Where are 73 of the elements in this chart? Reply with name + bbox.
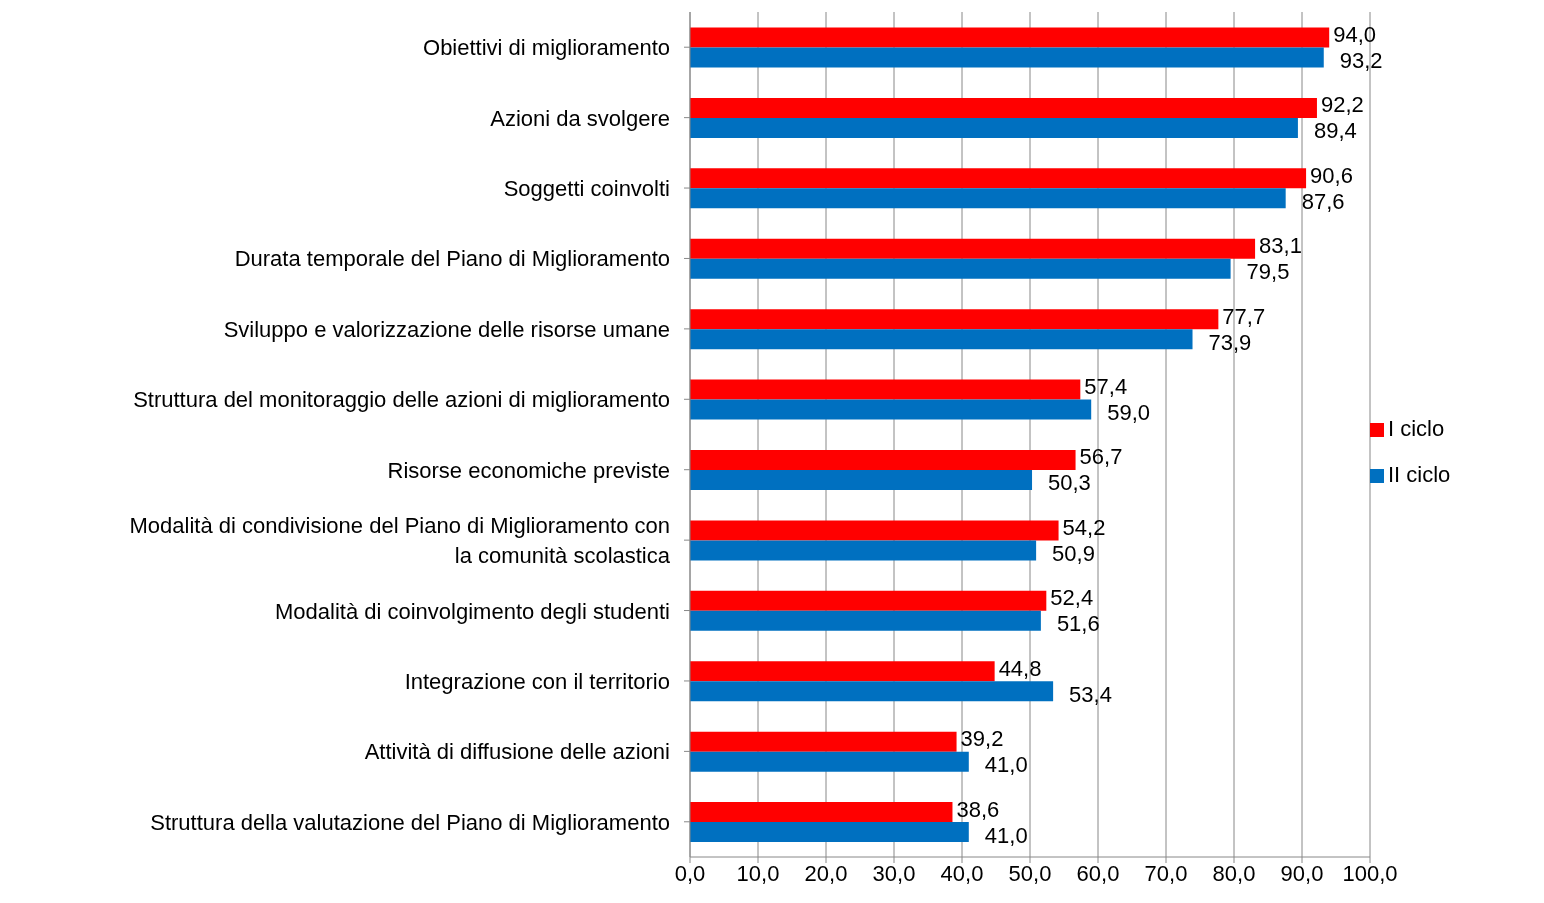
data-label: 50,9	[1052, 540, 1095, 566]
data-label: 39,2	[960, 726, 1004, 752]
bar	[690, 449, 1076, 470]
y-tick-label: Attività di diffusione delle azioni	[364, 738, 670, 764]
bar	[690, 731, 957, 752]
y-tick-label: Integrazione con il territorio	[404, 668, 670, 694]
data-label: 50,3	[1048, 470, 1091, 496]
x-tick-label: 100,0	[1342, 860, 1398, 886]
data-label: 44,8	[998, 655, 1042, 681]
bar	[690, 117, 1298, 138]
y-tick-label: Azioni da svolgere	[490, 105, 670, 131]
data-label: 38,6	[956, 796, 1000, 822]
bar	[690, 661, 995, 682]
bar	[690, 399, 1092, 420]
data-label: 59,0	[1107, 400, 1151, 426]
x-tick-label: 40,0	[940, 860, 984, 886]
bar	[690, 540, 1037, 561]
bar	[690, 258, 1231, 279]
y-tick-label: Modalità di coinvolgimento degli studenti	[274, 598, 670, 624]
bar	[690, 27, 1330, 48]
bar	[690, 97, 1317, 118]
bar	[690, 520, 1059, 541]
x-tick-label: 0,0	[674, 860, 706, 886]
x-tick-label: 20,0	[804, 860, 848, 886]
bar	[690, 309, 1219, 330]
bar	[690, 590, 1047, 611]
y-tick-label: Risorse economiche previste	[387, 457, 670, 483]
bar	[690, 379, 1081, 400]
data-label: 56,7	[1079, 444, 1123, 470]
legend-label: II ciclo	[1388, 461, 1451, 487]
data-label: 52,4	[1050, 585, 1094, 611]
bar	[690, 188, 1286, 209]
bar	[690, 822, 969, 843]
data-label: 41,0	[984, 822, 1028, 848]
data-label: 90,6	[1310, 162, 1353, 188]
y-tick-label: Durata temporale del Piano di Miglioramento	[234, 245, 670, 271]
bar	[690, 610, 1041, 631]
y-tick-label: Struttura della valutazione del Piano di Miglioramento	[150, 809, 670, 835]
data-label: 57,4	[1084, 374, 1128, 400]
y-tick-label: Struttura del monitoraggio delle azioni di miglioramento	[133, 386, 670, 412]
bar	[690, 168, 1307, 189]
bar	[690, 47, 1324, 68]
y-tick-label: Obiettivi di miglioramento	[423, 34, 670, 60]
data-label: 83,1	[1259, 233, 1302, 259]
x-tick-label: 10,0	[736, 860, 780, 886]
bar	[690, 802, 953, 823]
data-label: 89,4	[1313, 118, 1357, 144]
legend-label: I ciclo	[1388, 415, 1445, 441]
x-tick-label: 90,0	[1280, 860, 1324, 886]
data-label: 79,5	[1246, 259, 1290, 285]
bar	[690, 469, 1033, 490]
data-label: 53,4	[1069, 681, 1112, 707]
x-tick-label: 50,0	[1008, 860, 1052, 886]
data-label: 51,6	[1056, 611, 1100, 637]
data-label: 41,0	[984, 752, 1028, 778]
bar	[690, 238, 1256, 259]
data-label: 87,6	[1301, 188, 1345, 214]
y-tick-label: Sviluppo e valorizzazione delle risorse umane	[223, 316, 670, 342]
data-label: 93,2	[1339, 47, 1383, 73]
data-label: 73,9	[1208, 329, 1252, 355]
bar	[690, 751, 969, 772]
x-tick-label: 30,0	[872, 860, 916, 886]
y-tick-label: Modalità di condivisione del Piano di Miglioramento con la comunità scolastica	[129, 512, 671, 568]
x-tick-label: 60,0	[1076, 860, 1120, 886]
x-tick-label: 70,0	[1144, 860, 1188, 886]
bar	[690, 329, 1193, 350]
data-label: 54,2	[1062, 514, 1106, 540]
x-tick-label: 80,0	[1212, 860, 1256, 886]
data-label: 92,2	[1320, 92, 1364, 118]
bar	[690, 681, 1054, 702]
data-label: 77,7	[1222, 303, 1266, 329]
data-label: 94,0	[1333, 21, 1377, 47]
y-tick-label: Soggetti coinvolti	[503, 175, 670, 201]
